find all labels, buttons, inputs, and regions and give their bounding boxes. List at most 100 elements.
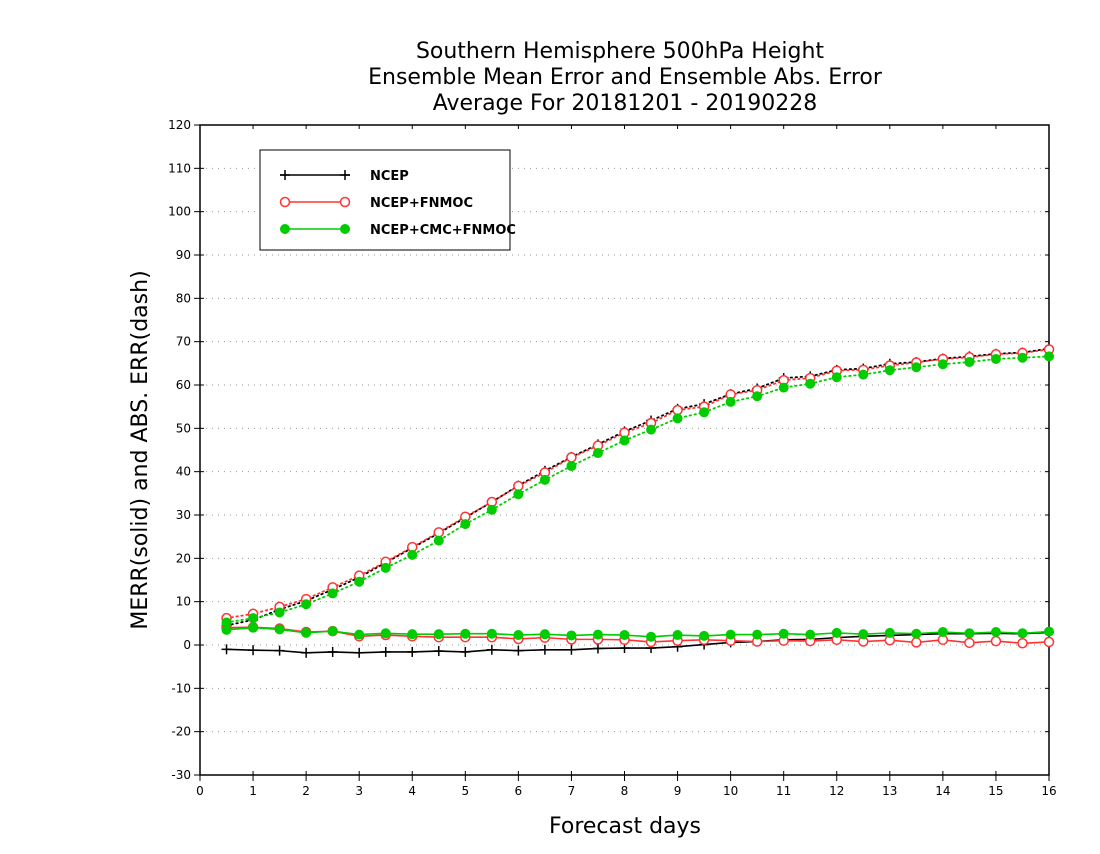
- data-point: [831, 372, 842, 383]
- x-tick-label: 4: [408, 784, 416, 798]
- data-point: [433, 527, 445, 538]
- data-point: [911, 637, 922, 648]
- data-point: [592, 629, 603, 640]
- data-point: [460, 628, 471, 639]
- data-point: [486, 644, 497, 655]
- y-tick-label: 30: [176, 508, 191, 522]
- x-tick-label: 1: [249, 784, 257, 798]
- y-tick-label: 0: [183, 638, 191, 652]
- data-point: [433, 629, 444, 640]
- data-point: [672, 404, 683, 416]
- data-point: [301, 599, 312, 610]
- legend-item: NCEP: [280, 169, 409, 184]
- series-ncep-fnmoc-abs-err: [221, 344, 1055, 624]
- y-tick-label: -30: [171, 768, 191, 782]
- data-point: [327, 626, 338, 637]
- data-point: [592, 448, 603, 459]
- data-point: [566, 452, 577, 463]
- data-point: [778, 382, 789, 393]
- legend-marker-start: [279, 196, 291, 208]
- data-point: [1017, 628, 1028, 639]
- data-point: [221, 644, 232, 655]
- x-tick-label: 0: [196, 784, 204, 798]
- legend-label: NCEP: [370, 169, 409, 184]
- series-ncep-merr: [221, 627, 1054, 658]
- x-tick-label: 16: [1041, 784, 1056, 798]
- x-tick-label: 10: [723, 784, 738, 798]
- series-ncep-cmc-fnmoc-abs-err: [221, 351, 1054, 628]
- data-point: [221, 617, 232, 628]
- data-point: [831, 627, 842, 638]
- series-line: [226, 626, 1050, 638]
- data-point: [937, 359, 948, 370]
- series-line: [225, 347, 1050, 627]
- data-point: [354, 647, 365, 658]
- x-axis-title: Forecast days: [549, 814, 701, 839]
- data-point: [752, 391, 763, 402]
- data-point: [248, 645, 259, 656]
- y-tick-label: -20: [171, 725, 191, 739]
- data-point: [672, 630, 683, 641]
- y-axis-title: MERR(solid) and ABS. ERR(dash): [128, 270, 153, 629]
- data-point: [937, 627, 948, 637]
- data-point: [354, 576, 365, 587]
- y-tick-label: 20: [176, 551, 191, 565]
- data-point: [752, 629, 763, 640]
- data-point: [858, 629, 869, 640]
- data-point: [327, 588, 338, 599]
- data-point: [699, 630, 710, 641]
- x-tick-label: 14: [935, 784, 950, 798]
- data-point: [911, 362, 922, 373]
- legend-item: NCEP+CMC+FNMOC: [280, 223, 516, 238]
- data-point: [1043, 636, 1055, 648]
- x-tick-label: 7: [568, 784, 576, 798]
- data-point: [1044, 351, 1054, 362]
- data-point: [619, 435, 630, 446]
- legend-marker-end: [339, 196, 351, 208]
- legend-box: [259, 149, 511, 251]
- data-point: [486, 628, 497, 639]
- data-point: [619, 630, 630, 641]
- legend-label: NCEP+FNMOC: [370, 196, 473, 211]
- data-point: [486, 504, 497, 515]
- data-point: [805, 629, 816, 640]
- legend-marker-start: [280, 170, 290, 180]
- data-point: [539, 644, 550, 655]
- series-line: [225, 348, 1050, 620]
- y-tick-label: 50: [176, 421, 191, 435]
- chart-title-line-1: Southern Hemisphere 500hPa Height: [416, 39, 824, 64]
- x-tick-label: 11: [776, 784, 791, 798]
- data-point: [858, 369, 869, 380]
- y-tick-label: -10: [171, 681, 191, 695]
- data-point: [539, 474, 550, 485]
- legend-item: NCEP+FNMOC: [279, 196, 473, 211]
- data-point: [964, 357, 975, 368]
- x-tick-label: 15: [988, 784, 1003, 798]
- data-point: [274, 607, 285, 618]
- data-point: [884, 365, 895, 376]
- data-point: [407, 549, 418, 560]
- legend-marker-end: [340, 170, 350, 180]
- y-tick-label: 40: [176, 465, 191, 479]
- chart-title-line-3: Average For 20181201 - 20190228: [433, 91, 818, 116]
- data-point: [778, 628, 789, 639]
- data-point: [274, 624, 285, 635]
- data-point: [433, 535, 444, 546]
- data-point: [433, 646, 444, 657]
- data-point: [990, 354, 1001, 364]
- data-point: [725, 396, 736, 407]
- data-point: [990, 627, 1001, 637]
- data-point: [566, 630, 577, 641]
- data-point: [964, 628, 975, 639]
- y-tick-label: 120: [168, 118, 191, 132]
- data-point: [805, 378, 816, 389]
- data-point: [566, 461, 577, 472]
- chart-title-line-2: Ensemble Mean Error and Ensemble Abs. Er…: [368, 65, 883, 90]
- data-point: [592, 643, 603, 654]
- data-point: [884, 627, 895, 638]
- data-point: [725, 629, 736, 640]
- series-layer: [221, 343, 1055, 658]
